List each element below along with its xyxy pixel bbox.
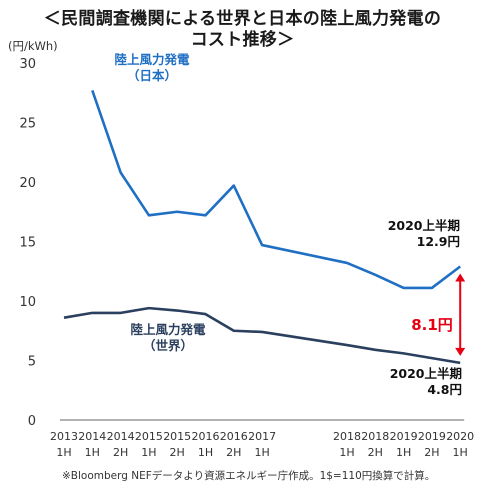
y-tick-label: 0 — [28, 414, 36, 429]
x-tick-half: 2H — [226, 446, 241, 459]
x-tick-half: 1H — [254, 446, 269, 459]
series-label-japan-line1: 陸上風力発電 — [114, 52, 190, 67]
x-tick-half: 1H — [339, 446, 354, 459]
x-tick-year: 2013 — [50, 430, 78, 443]
series-label-world-line2: （世界） — [143, 338, 193, 353]
x-tick-year: 2014 — [107, 430, 135, 443]
x-tick-half: 1H — [198, 446, 213, 459]
gap-value-label: 8.1円 — [411, 316, 453, 334]
chart-title-line1: ＜民間調査機関による世界と日本の陸上風力発電の — [43, 9, 442, 29]
series-label-world-line1: 陸上風力発電 — [130, 322, 206, 337]
x-tick-half: 2H — [170, 446, 185, 459]
series-label-japan-line2: （日本） — [127, 68, 177, 83]
world-end-label-line2: 4.8円 — [427, 382, 462, 397]
gap-arrow-head-up — [455, 273, 466, 282]
gap-arrow-head-down — [455, 347, 466, 356]
y-tick-label: 30 — [19, 57, 36, 72]
x-tick-year: 2019 — [418, 430, 446, 443]
series-line-world — [63, 306, 461, 365]
x-tick-year: 2017 — [248, 430, 276, 443]
x-tick-half: 1H — [85, 446, 100, 459]
chart-title-line2: コスト推移＞ — [190, 30, 295, 50]
x-tick-half: 2H — [113, 446, 128, 459]
japan-end-label-line2: 12.9円 — [417, 234, 460, 249]
x-tick-half: 2H — [368, 446, 383, 459]
x-tick-half: 2H — [424, 446, 439, 459]
x-tick-year: 2018 — [333, 430, 361, 443]
x-tick-half: 1H — [141, 446, 156, 459]
footnote: ※Bloomberg NEFデータより資源エネルギー庁作成。1$=110円換算で… — [62, 470, 436, 482]
x-tick-half: 1H — [56, 446, 71, 459]
series-line-japan — [91, 89, 461, 290]
japan-end-label-line1: 2020上半期 — [388, 218, 460, 233]
x-tick-half: 1H — [396, 446, 411, 459]
x-tick-year: 2020 — [446, 430, 474, 443]
y-tick-label: 5 — [28, 355, 36, 370]
x-tick-year: 2015 — [163, 430, 191, 443]
x-tick-year: 2016 — [192, 430, 220, 443]
x-tick-year: 2016 — [220, 430, 248, 443]
x-tick-year: 2019 — [390, 430, 418, 443]
x-tick-year: 2014 — [78, 430, 106, 443]
world-end-label-line1: 2020上半期 — [390, 366, 462, 381]
x-tick-year: 2018 — [361, 430, 389, 443]
y-tick-label: 25 — [19, 117, 36, 132]
y-tick-label: 20 — [19, 176, 36, 191]
x-tick-year: 2015 — [135, 430, 163, 443]
y-tick-label: 10 — [19, 295, 36, 310]
y-axis-label: (円/kWh) — [8, 39, 58, 53]
x-tick-half: 1H — [453, 446, 468, 459]
y-tick-label: 15 — [19, 236, 36, 251]
